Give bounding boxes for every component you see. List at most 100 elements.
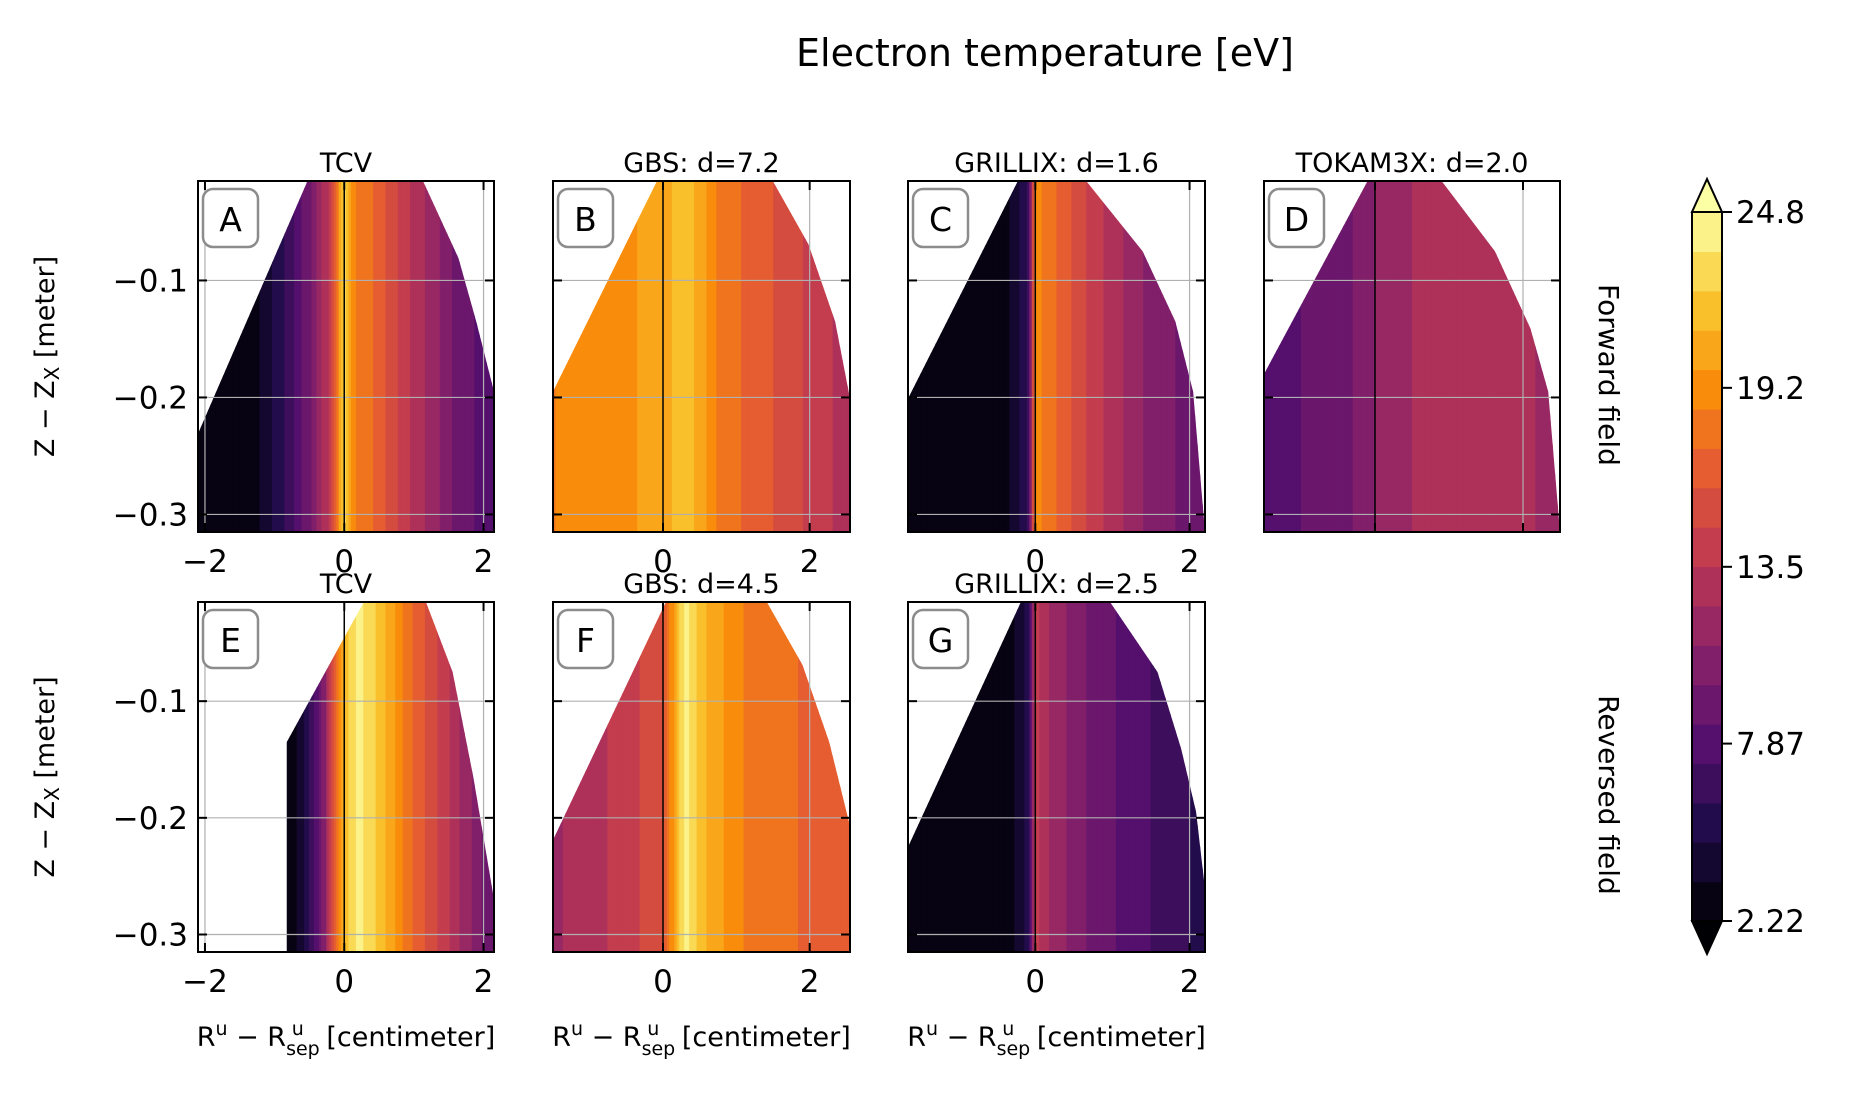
heatmap-cell	[822, 602, 826, 952]
heatmap-cell	[1490, 181, 1494, 532]
heatmap-cell	[353, 181, 357, 532]
heatmap-cell	[429, 602, 433, 952]
heatmap-cell	[957, 602, 961, 952]
heatmap-cell	[1145, 181, 1149, 532]
heatmap-cell	[684, 602, 688, 952]
heatmap-cell	[1424, 181, 1428, 532]
heatmap-cell	[348, 602, 352, 952]
heatmap-cell	[1421, 181, 1425, 532]
heatmap-cell	[609, 602, 613, 952]
heatmap-cell	[249, 181, 253, 532]
heatmap-cell	[817, 181, 821, 532]
heatmap-cell	[694, 181, 698, 532]
heatmap-cell	[825, 181, 829, 532]
heatmap-cell	[1039, 181, 1043, 532]
heatmap-cell	[1535, 181, 1539, 532]
heatmap-cell	[1162, 602, 1166, 952]
heatmap-cell	[681, 602, 685, 952]
heatmap-cell	[279, 181, 283, 532]
heatmap-cell	[1150, 602, 1154, 952]
heatmap-cell	[1185, 602, 1189, 952]
heatmap-cell	[1096, 181, 1100, 532]
heatmap-cell	[405, 602, 409, 952]
heatmap-cell	[815, 181, 819, 532]
heatmap-cell	[942, 602, 946, 952]
heatmap-cell	[775, 181, 779, 532]
heatmap-cell	[825, 602, 829, 952]
heatmap-cell	[1313, 181, 1317, 532]
heatmap-cell	[955, 181, 959, 532]
heatmap-cell	[1288, 181, 1292, 532]
heatmap-cell	[1283, 181, 1287, 532]
heatmap-cell	[950, 602, 954, 952]
heatmap-cell	[1153, 181, 1157, 532]
heatmap-cell	[748, 602, 752, 952]
heatmap-cell	[1466, 181, 1470, 532]
heatmap-cell	[723, 181, 727, 532]
heatmap-cell	[575, 181, 579, 532]
heatmap-cell	[1515, 181, 1519, 532]
heatmap-cell	[296, 181, 300, 532]
heatmap-cell	[649, 602, 653, 952]
x-tick-label: 0	[334, 544, 354, 580]
heatmap-cell	[639, 181, 643, 532]
heatmap-cell	[592, 602, 596, 952]
heatmap-cell	[1478, 181, 1482, 532]
heatmap-cell	[1347, 181, 1351, 532]
heatmap-cell	[1120, 181, 1124, 532]
panel-title: GBS: d=7.2	[623, 148, 780, 179]
heatmap-cell	[1426, 181, 1430, 532]
heatmap-cell	[1063, 181, 1067, 532]
heatmap-cell	[743, 602, 747, 952]
heatmap-cell	[994, 181, 998, 532]
heatmap-cell	[368, 602, 372, 952]
panel-letter: A	[219, 200, 242, 239]
panel-F: GBS: d=4.5 F 0 2 Ru − Rsepu [centimeter]	[552, 569, 851, 1060]
heatmap-cell	[713, 602, 717, 952]
heatmap-cell	[407, 181, 411, 532]
heatmap-cell	[666, 602, 670, 952]
heatmap-cell	[1014, 181, 1018, 532]
heatmap-cell	[447, 181, 451, 532]
heatmap-cell	[343, 602, 347, 952]
heatmap-cell	[294, 602, 298, 952]
heatmap-cell	[1505, 181, 1509, 532]
heatmap-cell	[765, 181, 769, 532]
heatmap-cell	[647, 602, 651, 952]
heatmap-cell	[410, 602, 414, 952]
heatmap-cell	[629, 181, 633, 532]
heatmap-cell	[1200, 181, 1204, 532]
heatmap-cell	[252, 181, 256, 532]
heatmap-cell	[412, 602, 416, 952]
heatmap-cell	[676, 602, 680, 952]
heatmap-cell	[1157, 602, 1162, 952]
heatmap-cell	[1024, 602, 1028, 952]
heatmap-cell	[711, 602, 715, 952]
panel-letter-box	[1267, 187, 1326, 249]
heatmap-cell	[1160, 181, 1164, 532]
heatmap-cell	[1076, 181, 1080, 532]
heatmap-cell	[375, 602, 379, 952]
heatmap-cell	[790, 181, 794, 532]
heatmap-cell	[343, 181, 347, 532]
heatmap-cell	[634, 602, 638, 952]
panel-letter-box	[201, 608, 260, 670]
heatmap-cell	[363, 181, 367, 532]
heatmap-cell	[442, 602, 446, 952]
heatmap-cell	[1379, 181, 1383, 532]
heatmap-cell	[600, 602, 604, 952]
heatmap-cell	[476, 181, 480, 532]
heatmap-cell	[1355, 181, 1359, 532]
heatmap-cell	[286, 181, 290, 532]
heatmap-cell	[982, 181, 986, 532]
heatmap-cell	[400, 602, 404, 952]
heatmap-cell	[1414, 181, 1418, 532]
heatmap-cell	[1073, 181, 1077, 532]
heatmap-cell	[1118, 602, 1122, 952]
heatmap-cell	[321, 181, 325, 532]
heatmap-cell	[758, 181, 762, 532]
heatmap-cell	[706, 181, 710, 532]
heatmap-cell	[1135, 602, 1139, 952]
heatmap-cell	[627, 181, 631, 532]
heatmap-cell	[1458, 181, 1462, 532]
